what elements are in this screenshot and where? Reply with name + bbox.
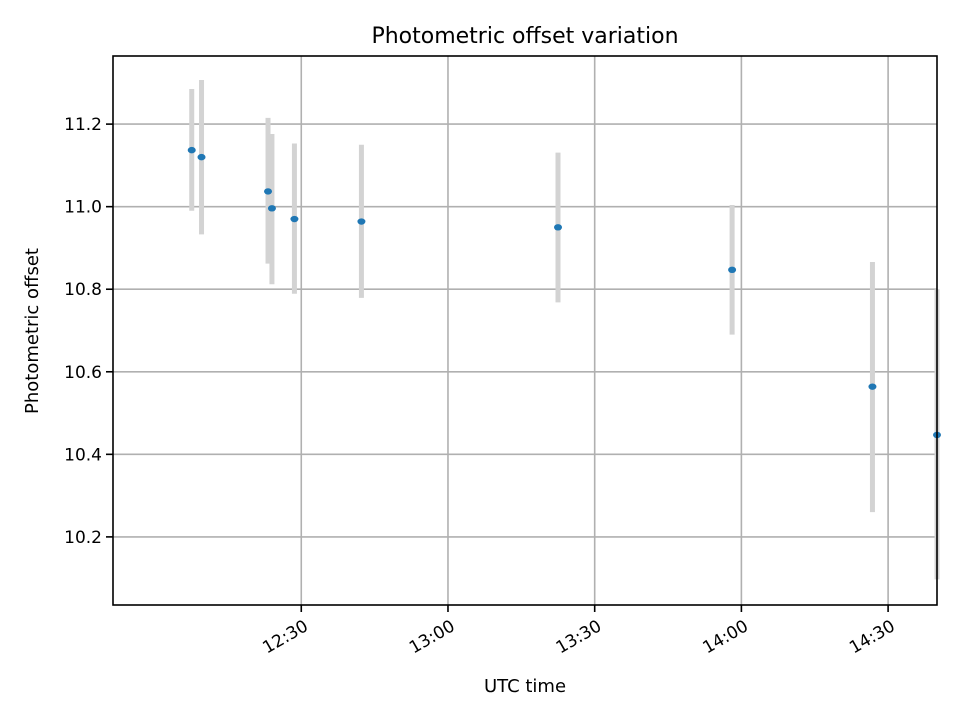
y-tick-label: 10.2 <box>64 528 102 548</box>
data-point <box>187 146 196 154</box>
data-points <box>187 146 941 439</box>
x-axis-label: UTC time <box>484 676 566 697</box>
data-point <box>554 224 563 231</box>
data-point <box>357 218 366 225</box>
data-point <box>197 153 206 161</box>
y-axis-label: Photometric offset <box>22 248 43 414</box>
y-tick-label: 10.4 <box>64 445 102 465</box>
y-tick-label: 11.2 <box>64 115 102 135</box>
y-tick-label: 10.8 <box>64 280 102 300</box>
plot-frame <box>112 55 938 606</box>
grid-lines <box>113 56 937 605</box>
data-point <box>290 215 299 223</box>
data-point <box>728 266 737 274</box>
data-point <box>264 188 273 195</box>
y-tick-label: 11.0 <box>64 198 102 218</box>
chart-title: Photometric offset variation <box>371 24 678 49</box>
y-tick-label: 10.6 <box>64 363 102 383</box>
data-point <box>267 205 276 212</box>
data-point <box>868 383 877 390</box>
